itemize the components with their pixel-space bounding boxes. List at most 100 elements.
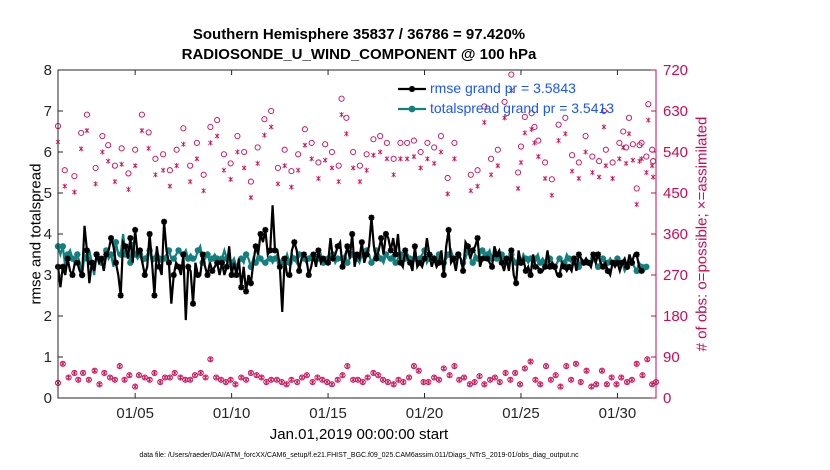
totalspread-point [189, 255, 197, 262]
obs-possible-marker [494, 146, 501, 153]
obs-assimilated-marker [401, 379, 406, 385]
obs-assimilated-marker [634, 361, 639, 367]
totalspread-point [175, 247, 182, 254]
obs-assimilated-marker [268, 377, 274, 383]
obs-assimilated-marker [282, 163, 287, 169]
rmse-point [595, 251, 602, 258]
obs-assimilated-marker [549, 192, 555, 198]
obs-assimilated-marker [371, 152, 376, 158]
obs-assimilated-marker [518, 159, 524, 166]
rmse-point [325, 259, 332, 266]
obs-assimilated-marker [78, 146, 84, 152]
obs-possible-marker [383, 139, 390, 146]
rmse-point [180, 251, 187, 258]
obs-assimilated-marker [268, 124, 274, 130]
obs-assimilated-marker [377, 149, 383, 155]
obs-assimilated-marker [345, 363, 350, 369]
totalspread-point [643, 263, 650, 270]
rmse-point [609, 259, 616, 266]
totalspread-point [242, 251, 250, 258]
obs-possible-marker [356, 162, 363, 169]
obs-possible-marker [582, 133, 589, 140]
obs-possible-marker [444, 174, 451, 182]
obs-assimilated-marker [112, 179, 118, 185]
rmse-point [580, 259, 587, 266]
obs-assimilated-marker [183, 377, 188, 383]
rmse-point [267, 247, 274, 254]
obs-assimilated-marker [522, 365, 528, 371]
rmse-point [310, 251, 317, 258]
totalspread-point [141, 255, 149, 262]
obs-assimilated-marker [254, 372, 259, 378]
obs-assimilated-marker [302, 142, 308, 148]
obs-assimilated-marker [162, 374, 168, 381]
obs-assimilated-marker [228, 176, 233, 182]
y-tick-label-right: 270 [663, 267, 688, 284]
chart-title-line1: Southern Hemisphere 35837 / 36786 = 97.4… [192, 26, 526, 43]
y-tick-label-left: 0 [44, 390, 52, 407]
rmse-point [354, 251, 360, 258]
obs-assimilated-marker [310, 379, 315, 385]
obs-assimilated-marker [646, 117, 651, 123]
obs-assimilated-marker [84, 127, 90, 134]
rmse-point [382, 231, 389, 237]
totalspread-point [291, 255, 298, 262]
rmse-point [199, 251, 206, 258]
obs-possible-marker [193, 139, 200, 146]
obs-assimilated-marker [645, 356, 650, 362]
obs-assimilated-marker [248, 194, 254, 201]
obs-assimilated-marker [456, 377, 462, 383]
obs-possible-marker [274, 164, 281, 171]
obs-possible-marker [160, 151, 167, 158]
totalspread-point [387, 255, 394, 262]
obs-possible-marker [83, 111, 90, 118]
obs-possible-marker [247, 178, 254, 185]
obs-possible-marker [132, 146, 139, 153]
obs-possible-marker [370, 136, 377, 143]
obs-possible-marker [281, 146, 288, 153]
obs-assimilated-marker [467, 381, 473, 387]
obs-assimilated-marker [589, 384, 594, 390]
rmse-point [575, 251, 582, 258]
obs-assimilated-marker [584, 368, 589, 374]
obs-assimilated-marker [384, 156, 390, 162]
obs-possible-marker [125, 170, 132, 177]
rmse-point [532, 263, 539, 270]
rmse-point [132, 226, 139, 233]
obs-possible-marker [105, 142, 112, 149]
obs-assimilated-marker [324, 379, 330, 385]
obs-possible-marker [474, 167, 481, 174]
obs-possible-marker [535, 137, 542, 144]
rmse-point [156, 263, 163, 270]
obs-assimilated-marker [533, 377, 538, 383]
rmse-point [585, 259, 592, 266]
obs-assimilated-marker [136, 372, 142, 378]
totalspread-point [556, 255, 563, 262]
obs-possible-marker [508, 71, 515, 78]
obs-assimilated-marker [329, 165, 335, 171]
obs-possible-marker [620, 128, 627, 135]
obs-assimilated-marker [218, 377, 224, 383]
obs-assimilated-marker [336, 179, 341, 185]
obs-assimilated-marker [477, 373, 482, 379]
obs-assimilated-marker [279, 379, 285, 385]
rmse-point [190, 300, 197, 307]
obs-possible-marker [99, 133, 106, 140]
rmse-point [204, 272, 211, 278]
obs-possible-marker [173, 146, 180, 153]
y-axis-label-right: # of obs: o=possible; ×=assimilated [693, 116, 711, 352]
obs-possible-marker [397, 139, 404, 146]
totalspread-point [74, 251, 81, 258]
rmse-point [83, 247, 90, 254]
obs-assimilated-marker [192, 372, 198, 378]
obs-assimilated-marker [340, 372, 345, 378]
obs-assimilated-marker [255, 160, 260, 166]
obs-assimilated-marker [105, 158, 111, 164]
obs-assimilated-marker [127, 372, 132, 378]
y-tick-label-right: 360 [663, 226, 688, 243]
obs-assimilated-marker [396, 377, 401, 383]
rmse-point [604, 267, 611, 274]
rmse-point [460, 267, 467, 274]
obs-assimilated-marker [532, 140, 537, 146]
totalspread-point [368, 259, 375, 266]
